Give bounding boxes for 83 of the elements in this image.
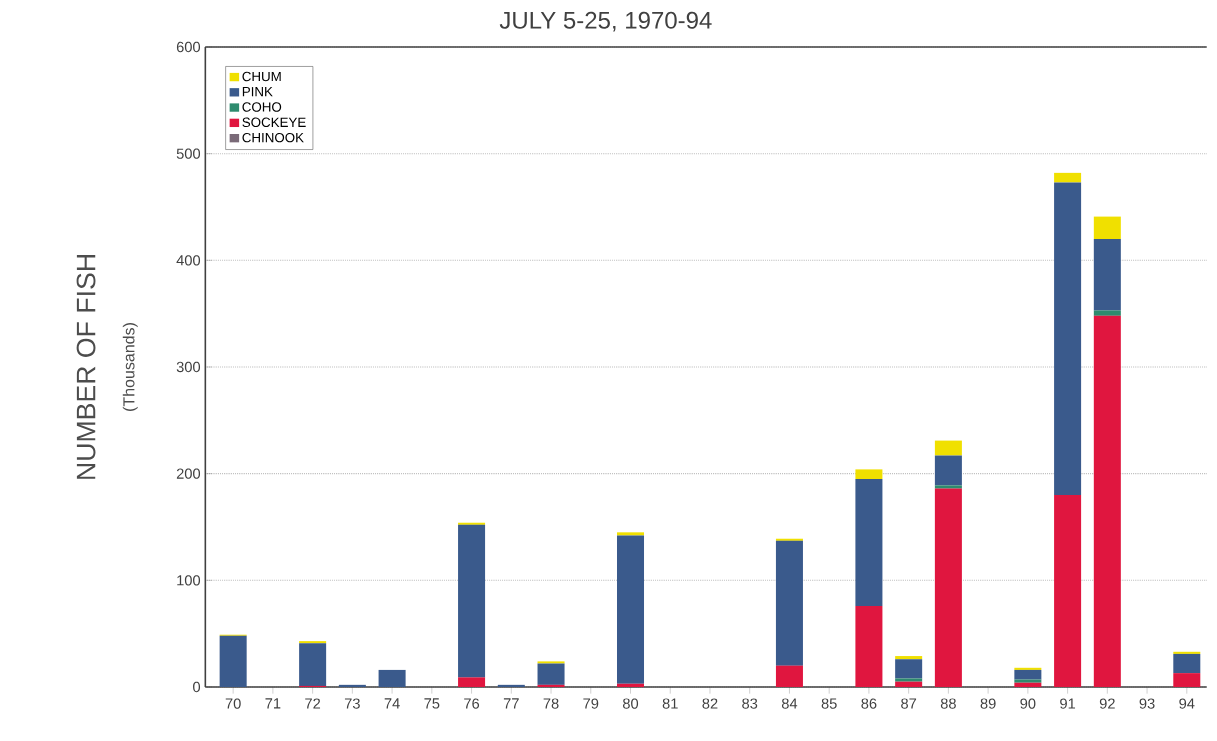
- x-tick-label: 84: [781, 698, 798, 709]
- x-tick-label: 78: [543, 698, 559, 709]
- bar: [537, 663, 565, 685]
- bar: [1093, 238, 1121, 311]
- y-tick-label: 300: [176, 361, 201, 373]
- bar: [775, 540, 803, 666]
- y-tick-label: 400: [176, 255, 201, 266]
- legend-label: SOCKEYE: [242, 117, 306, 128]
- bar: [299, 641, 327, 644]
- x-tick-label: 83: [742, 698, 758, 709]
- x-tick-label: 75: [424, 698, 440, 709]
- bar: [895, 681, 923, 687]
- bar: [1093, 310, 1121, 316]
- bar: [855, 605, 883, 687]
- y-tick-label: 600: [176, 41, 201, 53]
- bar: [1014, 679, 1042, 683]
- x-tick-label: 86: [861, 698, 877, 709]
- x-tick-label: 74: [384, 698, 400, 709]
- bar: [338, 684, 366, 687]
- bar: [855, 478, 883, 606]
- bar: [458, 524, 486, 678]
- x-tick-label: 70: [225, 698, 241, 709]
- y-tick-label: 200: [176, 468, 201, 479]
- bar: [1093, 216, 1121, 239]
- bar: [458, 677, 486, 687]
- bar: [895, 659, 923, 679]
- bar: [775, 665, 803, 687]
- bar: [1173, 653, 1201, 674]
- bar: [1054, 172, 1082, 183]
- x-tick-label: 85: [821, 698, 837, 709]
- legend-label: CHINOOK: [242, 132, 304, 143]
- bar: [855, 469, 883, 479]
- x-tick-label: 77: [503, 698, 519, 709]
- bar: [537, 684, 565, 687]
- bar: [458, 522, 486, 525]
- legend-label: COHO: [242, 102, 282, 112]
- y-axis-title: NUMBER OF FISH: [76, 255, 96, 479]
- bar: [497, 684, 525, 687]
- text: (Thousands): [122, 323, 138, 411]
- x-tick-label: 76: [464, 698, 480, 709]
- bar: [617, 683, 645, 687]
- bar: [1014, 669, 1042, 680]
- x-tick-label: 87: [901, 698, 917, 709]
- x-tick-label: 88: [940, 698, 956, 709]
- bar: [219, 635, 247, 687]
- bar: [1054, 494, 1082, 687]
- x-tick-label: 89: [980, 698, 996, 709]
- bar: [934, 485, 962, 489]
- bar: [1014, 667, 1042, 670]
- bar: [1093, 315, 1121, 687]
- bar: [895, 656, 923, 660]
- x-tick-label: 93: [1139, 698, 1155, 709]
- y-tick-label: 500: [176, 148, 201, 159]
- x-tick-label: 82: [702, 698, 718, 709]
- legend-label: CHUM: [242, 71, 281, 82]
- y-tick-label: 100: [177, 575, 201, 586]
- x-tick-label: 94: [1179, 698, 1195, 709]
- bar: [934, 488, 962, 687]
- x-tick-label: 90: [1020, 698, 1036, 709]
- x-tick-label: 80: [622, 698, 639, 709]
- x-tick-label: 73: [344, 698, 360, 709]
- bar: [299, 643, 327, 686]
- legend-label: PINK: [242, 87, 273, 97]
- bar: [1054, 182, 1082, 495]
- x-tick-label: 71: [265, 698, 281, 709]
- bar: [1173, 673, 1201, 687]
- bar: [895, 678, 923, 682]
- bar: [775, 538, 803, 541]
- y-tick-label: 0: [193, 681, 201, 693]
- bar: [617, 535, 645, 684]
- bar: [1173, 651, 1201, 654]
- x-tick-label: 81: [662, 698, 678, 709]
- x-tick-label: 72: [305, 698, 321, 709]
- bar: [934, 440, 962, 456]
- x-tick-label: 91: [1060, 698, 1076, 709]
- bar: [1014, 682, 1042, 687]
- chart-title: JULY 5-25, 1970-94: [499, 11, 712, 32]
- x-tick-label: 79: [583, 698, 599, 709]
- bar: [537, 661, 565, 664]
- bar: [617, 532, 645, 536]
- x-tick-label: 92: [1099, 698, 1115, 709]
- bar: [934, 455, 962, 486]
- bar: [378, 669, 406, 687]
